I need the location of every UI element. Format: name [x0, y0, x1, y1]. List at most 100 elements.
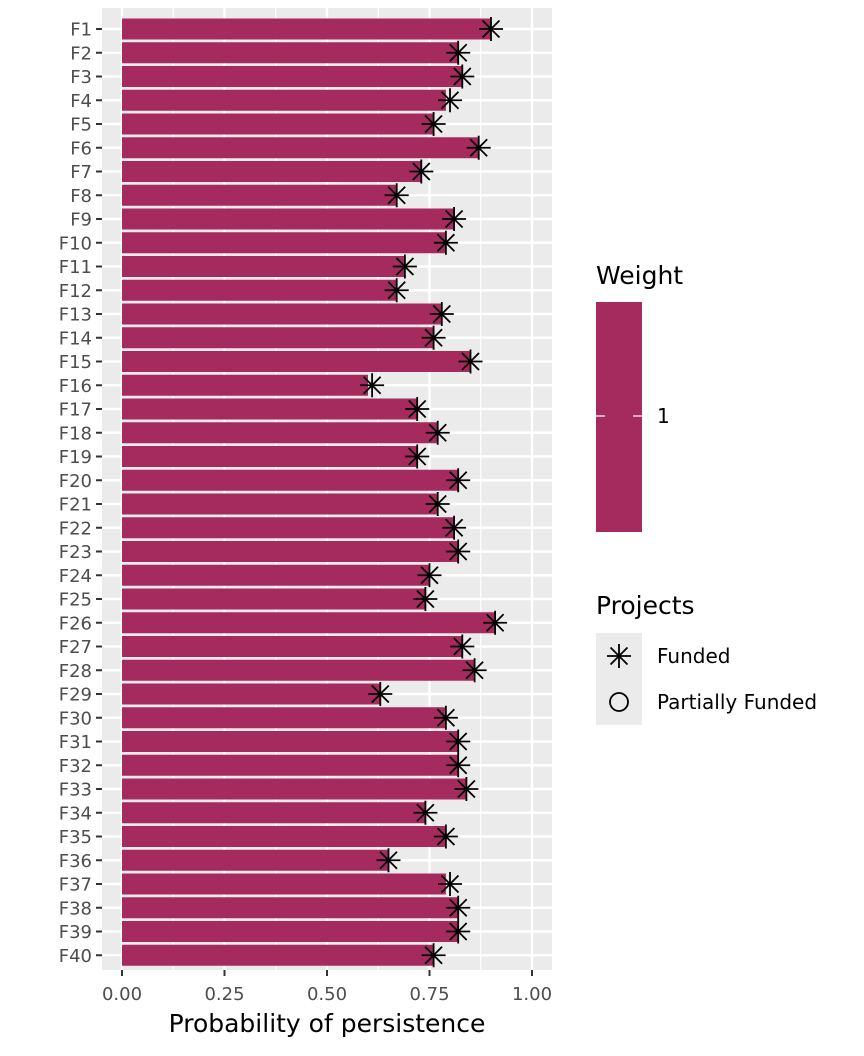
- legend-label-funded: Funded: [657, 644, 730, 668]
- funded-point-F24: [417, 563, 442, 588]
- x-tick-label: 0.25: [204, 984, 244, 1005]
- y-tick-label: F31: [59, 732, 92, 753]
- y-tick-label: F22: [59, 518, 92, 539]
- bar-F5: [122, 113, 434, 135]
- y-tick-label: F15: [59, 352, 92, 373]
- bar-F39: [122, 921, 459, 942]
- bar-F22: [122, 517, 455, 539]
- bar-F36: [122, 849, 389, 871]
- x-tick-label: 0.00: [102, 984, 142, 1005]
- funded-point-F6: [466, 135, 491, 160]
- bar-F1: [122, 18, 491, 40]
- y-tick-label: F40: [59, 946, 92, 967]
- bar-F23: [122, 541, 459, 562]
- bar-F9: [122, 208, 455, 230]
- y-tick-label: F37: [59, 875, 92, 896]
- y-tick-label: F39: [59, 922, 92, 943]
- bar-F6: [122, 137, 479, 159]
- projects-legend: Projects Funded Partially Funded: [596, 591, 817, 725]
- x-tick-label: 1.00: [512, 984, 552, 1005]
- funded-point-F10: [433, 230, 458, 255]
- bar-F12: [122, 279, 397, 301]
- bar-F15: [122, 351, 471, 372]
- y-tick-label: F6: [70, 138, 92, 159]
- funded-point-F8: [384, 183, 409, 208]
- bar-F2: [122, 42, 459, 64]
- funded-point-F29: [368, 682, 393, 706]
- x-tick-label: 0.75: [409, 984, 449, 1005]
- funded-point-F34: [413, 800, 438, 825]
- bar-F40: [122, 944, 434, 966]
- legend-label-partially-funded: Partially Funded: [657, 690, 817, 714]
- y-tick-label: F20: [59, 471, 92, 492]
- funded-point-F35: [433, 824, 458, 849]
- funded-point-F27: [450, 634, 475, 659]
- funded-point-F17: [405, 397, 430, 421]
- bar-F34: [122, 802, 426, 824]
- legend-key-partially-funded: [596, 679, 642, 725]
- y-tick-label: F38: [59, 898, 92, 919]
- funded-point-F32: [446, 753, 471, 778]
- y-tick-label: F10: [59, 233, 92, 254]
- y-tick-label: F21: [59, 495, 92, 516]
- funded-point-F39: [446, 919, 471, 944]
- weight-colorbar: [596, 302, 642, 532]
- y-tick-label: F32: [59, 756, 92, 777]
- y-tick-label: F33: [59, 780, 92, 801]
- bar-F25: [122, 588, 426, 610]
- funded-point-F26: [483, 610, 508, 635]
- y-tick-label: F26: [59, 613, 92, 634]
- bar-F26: [122, 612, 496, 634]
- funded-point-F7: [409, 159, 434, 184]
- y-tick-label: F9: [70, 210, 92, 231]
- bar-F37: [122, 873, 446, 895]
- bar-F16: [122, 374, 368, 396]
- funded-point-F3: [450, 64, 475, 89]
- y-tick-label: F17: [59, 400, 92, 421]
- y-tick-label: F1: [70, 20, 92, 41]
- bar-F24: [122, 564, 430, 586]
- bar-F17: [122, 398, 418, 420]
- funded-point-F18: [425, 420, 450, 445]
- y-tick-label: F18: [59, 423, 92, 444]
- funded-point-F23: [446, 539, 471, 564]
- y-tick-label: F3: [70, 67, 92, 88]
- x-axis-title: Probability of persistence: [169, 1009, 486, 1038]
- bar-F10: [122, 232, 446, 254]
- funded-point-F11: [392, 254, 417, 279]
- bar-F14: [122, 327, 434, 349]
- y-tick-label: F23: [59, 542, 92, 563]
- bar-F32: [122, 754, 459, 776]
- funded-point-F20: [446, 468, 471, 493]
- y-tick-label: F30: [59, 708, 92, 729]
- bar-F19: [122, 446, 418, 467]
- funded-point-F9: [442, 207, 467, 231]
- funded-point-F36: [376, 848, 401, 873]
- y-tick-label: F19: [59, 447, 92, 468]
- funded-point-F25: [413, 587, 438, 611]
- bar-F29: [122, 683, 381, 705]
- circle-icon: [609, 692, 629, 712]
- funded-point-F30: [433, 705, 458, 730]
- bar-F38: [122, 897, 459, 919]
- funded-point-F13: [429, 302, 454, 326]
- funded-point-F4: [438, 88, 462, 113]
- bar-F28: [122, 659, 475, 681]
- bar-F33: [122, 778, 467, 800]
- y-tick-label: F36: [59, 851, 92, 872]
- funded-point-F2: [446, 40, 471, 65]
- y-tick-label: F7: [70, 162, 92, 183]
- bar-F7: [122, 161, 422, 182]
- funded-point-F15: [458, 349, 483, 374]
- y-tick-label: F28: [59, 661, 92, 682]
- funded-point-F40: [421, 943, 446, 968]
- funded-point-F33: [454, 777, 479, 801]
- y-tick-label: F11: [59, 257, 92, 278]
- bar-F27: [122, 636, 463, 657]
- x-axis: 0.00 0.25 0.50 0.75 1.00: [102, 970, 552, 1005]
- weight-legend-title: Weight: [596, 261, 683, 290]
- y-tick-label: F13: [59, 305, 92, 326]
- funded-point-F37: [438, 872, 462, 896]
- funded-point-F12: [384, 278, 409, 303]
